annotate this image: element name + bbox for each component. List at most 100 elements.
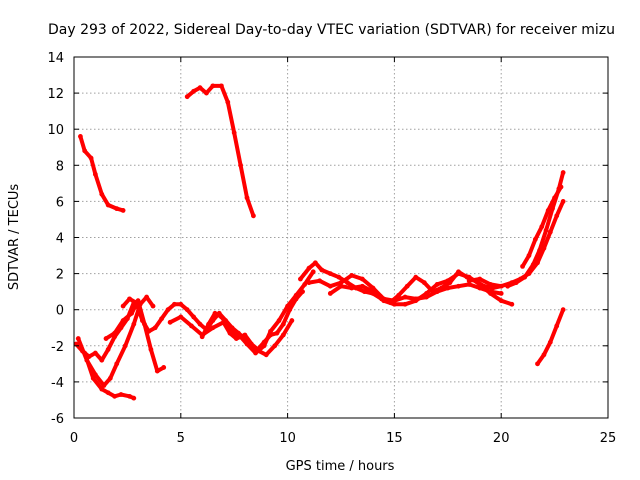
x-tick-label: 5 [177,431,185,446]
data-point [131,395,137,401]
data-point [327,271,333,276]
data-point [244,195,250,201]
data-point [82,350,88,356]
data-point [82,148,88,154]
grid [74,57,608,418]
data-point [319,267,325,273]
y-axis-ticks: -6 -4 -2 0 2 4 6 8 10 12 14 [47,51,608,427]
data-point [75,336,81,341]
x-tick-label: 20 [493,431,510,446]
data-point [349,285,355,291]
data-point [289,318,295,323]
data-point [218,314,224,320]
data-point [535,361,540,367]
data-point [189,323,194,329]
data-point [554,323,560,329]
data-point [103,336,109,341]
data-point [359,276,365,282]
series-track-b [185,83,256,218]
data-point [359,283,365,289]
data-point [404,283,410,289]
data-point [539,224,545,230]
data-point [146,328,152,334]
data-point [413,274,419,280]
data-point [488,282,493,287]
chart-title: Day 293 of 2022, Sidereal Day-to-day VTE… [48,22,615,38]
data-point [92,350,98,356]
data-point [280,332,286,338]
data-point [532,236,538,242]
data-point [105,202,111,208]
data-point [171,301,177,307]
data-point [99,191,105,197]
data-point [402,301,408,307]
data-point [129,310,135,316]
data-point [306,280,312,286]
data-point [560,307,566,313]
data-point [199,334,205,340]
data-point [225,99,231,105]
data-point [498,283,504,289]
data-point [238,334,244,340]
data-point [112,330,117,336]
y-tick-label: 14 [47,51,64,66]
data-series [73,83,566,401]
data-point [558,184,564,190]
y-tick-label: 10 [47,123,64,138]
data-point [285,303,290,309]
data-point [310,269,316,275]
data-point [477,276,483,282]
data-point [392,301,397,307]
data-point [159,316,164,322]
data-point [424,291,429,296]
data-point [421,280,427,286]
data-point [148,347,154,352]
data-point [302,282,308,287]
data-point [120,303,126,309]
data-point [206,321,211,327]
data-point [73,341,79,347]
data-point [317,278,323,284]
data-point [150,303,156,309]
data-point [370,289,376,295]
data-point [178,314,184,320]
data-point [184,94,190,100]
data-point [362,289,367,295]
data-point [210,325,216,331]
data-point [204,90,209,96]
data-point [197,85,203,91]
y-axis-label: SDTVAR / TECUs [7,184,22,291]
data-point [541,245,547,251]
data-point [268,328,273,334]
data-point [306,265,312,271]
data-point [212,310,218,316]
data-point [456,269,461,275]
series-track-a [78,134,126,213]
data-point [327,291,333,296]
data-point [505,283,511,289]
data-point [547,229,553,235]
data-point [131,321,137,327]
data-point [191,314,197,320]
data-point [554,213,560,219]
data-point [251,213,256,219]
data-point [144,294,150,300]
data-point [481,283,487,289]
x-tick-label: 15 [386,431,403,446]
data-point [547,339,553,345]
data-point [509,301,515,307]
data-point [466,282,472,287]
data-point [287,307,293,313]
data-point [381,298,387,304]
data-point [522,274,528,280]
data-point [396,292,402,298]
data-point [107,375,113,381]
data-point [101,383,107,388]
data-point [244,341,250,347]
series-track-q [535,307,566,366]
data-point [312,260,318,266]
data-point [133,300,139,305]
data-point [387,300,393,305]
data-point [139,318,145,323]
data-point [88,155,94,161]
